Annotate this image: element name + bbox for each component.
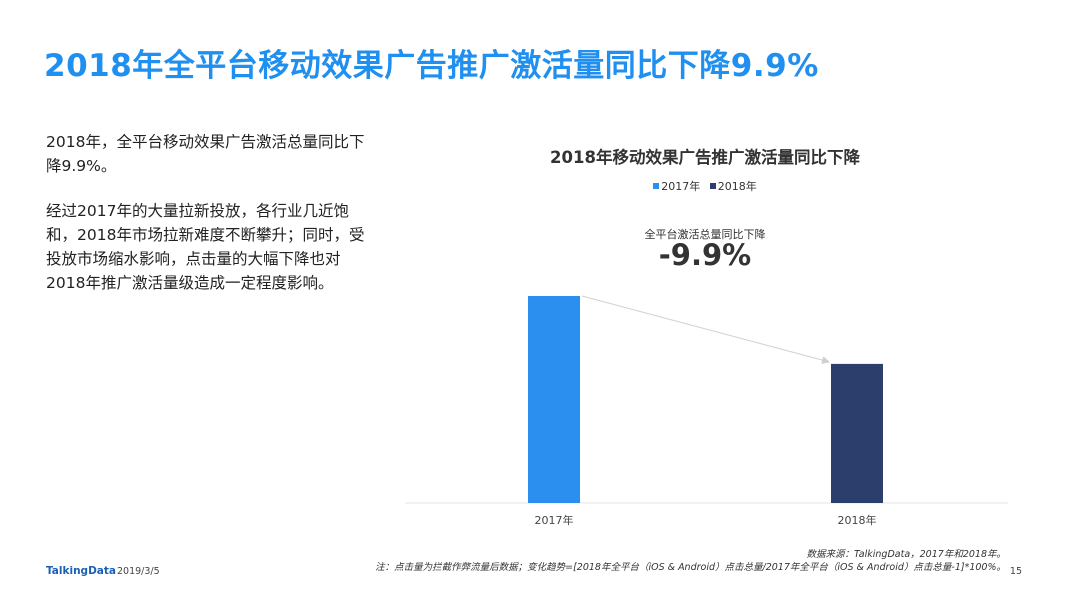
chart-legend: 2017年 2018年 bbox=[400, 178, 1010, 194]
bar-2017年 bbox=[528, 296, 580, 503]
footnote: 注：点击量为拦截作弊流量后数据；变化趋势=[2018年全平台（iOS & And… bbox=[375, 562, 1006, 573]
x-tick-label: 2018年 bbox=[838, 513, 877, 527]
body-text: 2018年，全平台移动效果广告激活总量同比下降9.9%。 经过2017年的大量拉… bbox=[46, 130, 376, 316]
x-tick-labels: 2017年 2018年 bbox=[535, 513, 877, 527]
legend-swatch-2017 bbox=[653, 183, 660, 189]
page-title: 2018年全平台移动效果广告推广激活量同比下降9.9% bbox=[44, 48, 819, 84]
legend-item-2018: 2018年 bbox=[709, 178, 757, 194]
legend-swatch-2018 bbox=[709, 183, 716, 189]
annotation-value: -9.9% bbox=[658, 238, 752, 272]
bar-2018年 bbox=[831, 363, 883, 503]
paragraph-explanation: 经过2017年的大量拉新投放，各行业几近饱和，2018年市场拉新难度不断攀升；同… bbox=[46, 202, 365, 292]
paragraph-summary: 2018年，全平台移动效果广告激活总量同比下降9.9%。 bbox=[46, 133, 365, 175]
legend-item-2017: 2017年 bbox=[653, 178, 700, 194]
trend-arrow bbox=[581, 295, 830, 364]
page-number: 15 bbox=[1009, 566, 1022, 577]
bars-group bbox=[528, 296, 883, 503]
legend-label-2018: 2018年 bbox=[717, 180, 757, 193]
annotation-label: 全平台激活总量同比下降 bbox=[644, 228, 766, 241]
footer-date: 2019/3/5 bbox=[117, 566, 160, 577]
talkingdata-logo: TalkingData bbox=[46, 565, 116, 577]
data-source: 数据来源：TalkingData，2017年和2018年。 bbox=[806, 549, 1007, 560]
x-tick-label: 2017年 bbox=[535, 513, 574, 527]
legend-label-2017: 2017年 bbox=[661, 180, 701, 193]
chart-title: 2018年移动效果广告推广激活量同比下降 bbox=[550, 148, 860, 167]
